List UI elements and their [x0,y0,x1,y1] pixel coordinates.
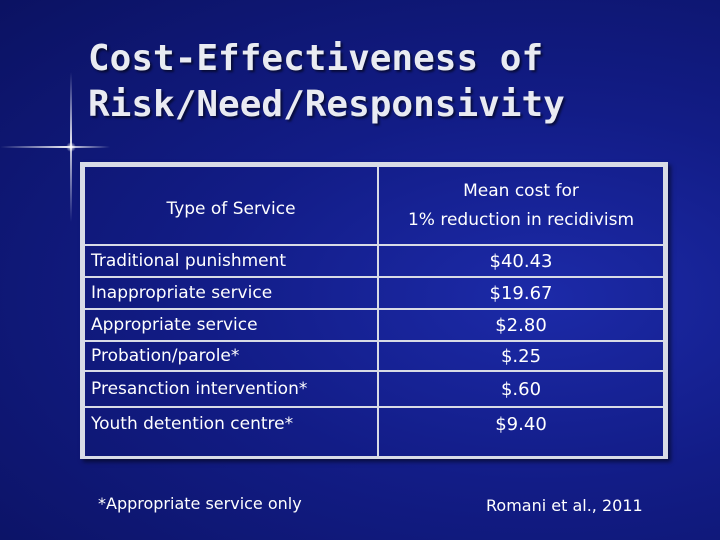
footnote: *Appropriate service only [98,494,302,513]
header-mean-cost-line-1: Mean cost for [463,180,579,201]
table-row: Appropriate service $2.80 [83,308,665,342]
service-type-cell: Traditional punishment [83,244,379,278]
service-type-cell: Appropriate service [83,308,379,342]
header-type-of-service: Type of Service [83,165,379,246]
sparkle-line-horizontal [0,146,110,148]
cost-table: Type of Service Mean cost for 1% reducti… [80,162,668,459]
mean-cost-cell: $9.40 [377,406,665,458]
slide-title: Cost-Effectiveness of Risk/Need/Responsi… [88,36,688,128]
table-row: Probation/parole* $.25 [83,340,665,372]
header-mean-cost-line-2: 1% reduction in recidivism [407,209,635,230]
mean-cost-cell: $2.80 [377,308,665,342]
service-type-cell: Presanction intervention* [83,370,379,408]
header-mean-cost: Mean cost for 1% reduction in recidivism [377,165,665,246]
mean-cost-cell: $.25 [377,340,665,372]
table-row: Presanction intervention* $.60 [83,370,665,408]
title-line-2: Risk/Need/Responsivity [88,84,565,125]
mean-cost-cell: $.60 [377,370,665,408]
citation: Romani et al., 2011 [486,496,643,515]
mean-cost-cell: $19.67 [377,276,665,310]
service-type-cell: Probation/parole* [83,340,379,372]
service-type-cell: Youth detention centre* [83,406,379,458]
header-type-label: Type of Service [166,199,296,219]
table-row: Traditional punishment $40.43 [83,244,665,278]
sparkle-icon [66,142,76,152]
table-row: Youth detention centre* $9.40 [83,406,665,458]
title-line-1: Cost-Effectiveness of [88,38,544,79]
mean-cost-cell: $40.43 [377,244,665,278]
table-row: Inappropriate service $19.67 [83,276,665,310]
table-header-row: Type of Service Mean cost for 1% reducti… [83,165,665,246]
service-type-cell: Inappropriate service [83,276,379,310]
